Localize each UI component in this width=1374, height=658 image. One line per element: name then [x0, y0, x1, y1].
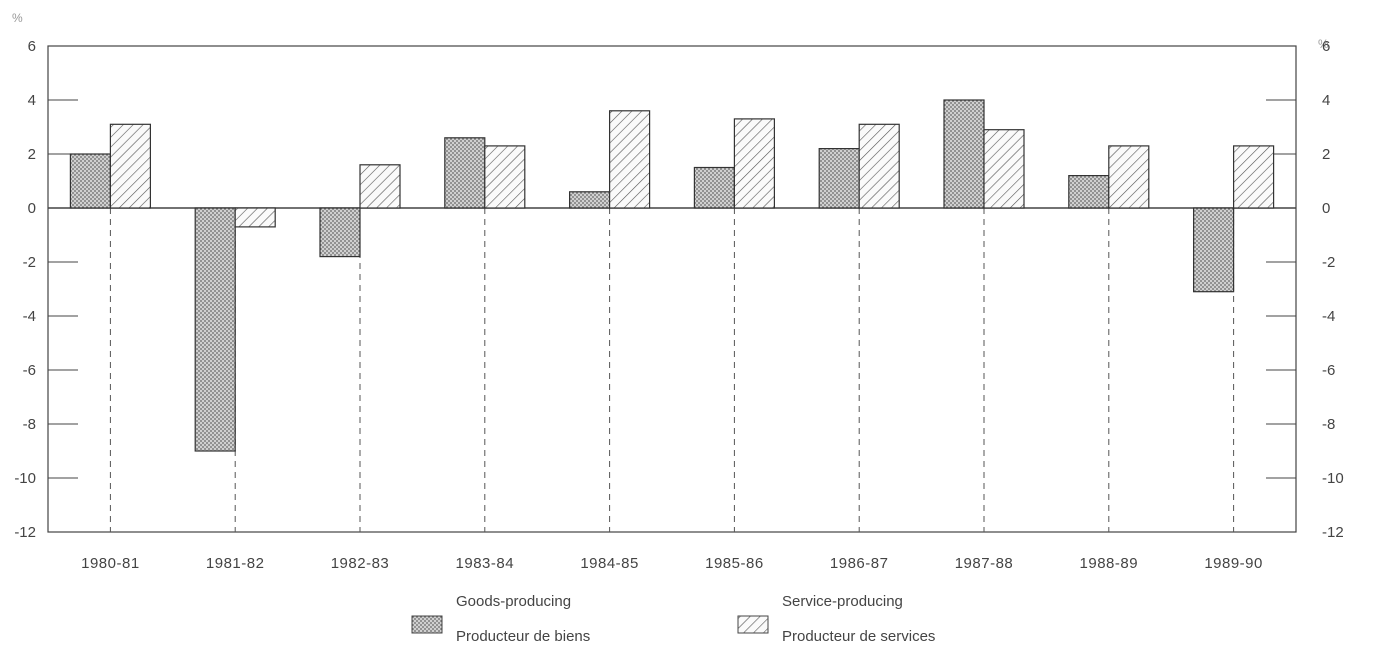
- bar-services-1988-89: [1108, 145, 1150, 209]
- bar-goods-1980-81: [69, 153, 112, 209]
- y-tick-label-left: 0: [28, 200, 36, 217]
- bar-services-1982-83: [359, 164, 401, 209]
- y-tick-label-right: -8: [1322, 416, 1335, 433]
- y-tick-label-left: 4: [28, 92, 36, 109]
- bars: [69, 99, 1275, 452]
- y-unit-right: %: [1318, 37, 1329, 51]
- x-category-label: 1984-85: [580, 555, 639, 572]
- x-category-label: 1987-88: [955, 555, 1014, 572]
- y-tick-label-left: -12: [14, 524, 36, 541]
- x-category-label: 1986-87: [830, 555, 889, 572]
- legend-swatch-services: [737, 615, 769, 634]
- bar-goods-1987-88: [943, 99, 985, 209]
- legend: Goods-producing Producteur de biens Serv…: [411, 593, 935, 645]
- y-tick-label-right: 2: [1322, 146, 1330, 163]
- bar-services-1980-81: [109, 123, 152, 209]
- bar-services-1984-85: [608, 110, 651, 209]
- legend-services-en: Service-producing: [782, 593, 903, 610]
- bar-services-1986-87: [858, 123, 900, 209]
- bar-goods-1989-90: [1192, 207, 1235, 293]
- bar-services-1981-82: [234, 207, 276, 228]
- y-tick-label-right: -10: [1322, 470, 1344, 487]
- bar-services-1985-86: [733, 118, 776, 209]
- x-category-label: 1983-84: [456, 555, 515, 572]
- bar-goods-1983-84: [444, 137, 486, 209]
- y-unit-left: %: [12, 11, 23, 25]
- y-tick-label-left: 2: [28, 146, 36, 163]
- y-axis-right: 6 4 2 0 -2 -4 -6 -8 -10 -12: [1266, 38, 1344, 541]
- legend-goods-en: Goods-producing: [456, 593, 571, 610]
- y-tick-label-left: -6: [23, 362, 36, 379]
- y-tick-label-left: -2: [23, 254, 36, 271]
- bar-goods-1986-87: [818, 148, 860, 209]
- legend-swatch-goods: [411, 615, 443, 634]
- y-tick-label-right: 4: [1322, 92, 1330, 109]
- x-category-label: 1981-82: [206, 555, 265, 572]
- x-category-label: 1989-90: [1204, 555, 1263, 572]
- x-category-label: 1980-81: [81, 555, 140, 572]
- bar-goods-1982-83: [319, 207, 361, 258]
- y-tick-label-left: 6: [28, 38, 36, 55]
- bar-goods-1985-86: [693, 166, 736, 209]
- bar-services-1987-88: [983, 129, 1025, 209]
- y-tick-label-right: -6: [1322, 362, 1335, 379]
- y-tick-label-left: -10: [14, 470, 36, 487]
- bar-services-1989-90: [1232, 145, 1275, 209]
- y-tick-label-right: 6: [1322, 38, 1330, 55]
- x-axis-categories: 1980-81 1981-82 1982-83 1983-84 1984-85 1985-…: [81, 555, 1263, 572]
- bar-services-1983-84: [484, 145, 526, 209]
- bar-goods-1984-85: [568, 191, 611, 209]
- legend-services-fr: Producteur de services: [782, 628, 935, 645]
- x-category-label: 1988-89: [1080, 555, 1139, 572]
- y-tick-label-right: -12: [1322, 524, 1344, 541]
- y-tick-label-right: 0: [1322, 200, 1330, 217]
- x-category-label: 1985-86: [705, 555, 764, 572]
- y-axis-left: 6 4 2 0 -2 -4 -6 -8 -10 -12: [14, 38, 78, 541]
- y-tick-label-right: -4: [1322, 308, 1335, 325]
- category-droplines: [109, 208, 1235, 532]
- y-tick-label-left: -8: [23, 416, 36, 433]
- y-tick-label-left: -4: [23, 308, 36, 325]
- x-category-label: 1982-83: [331, 555, 390, 572]
- bar-goods-1981-82: [194, 207, 236, 452]
- y-tick-label-right: -2: [1322, 254, 1335, 271]
- bar-goods-1988-89: [1068, 175, 1110, 209]
- legend-goods-fr: Producteur de biens: [456, 628, 590, 645]
- plot-frame: [47, 45, 1297, 533]
